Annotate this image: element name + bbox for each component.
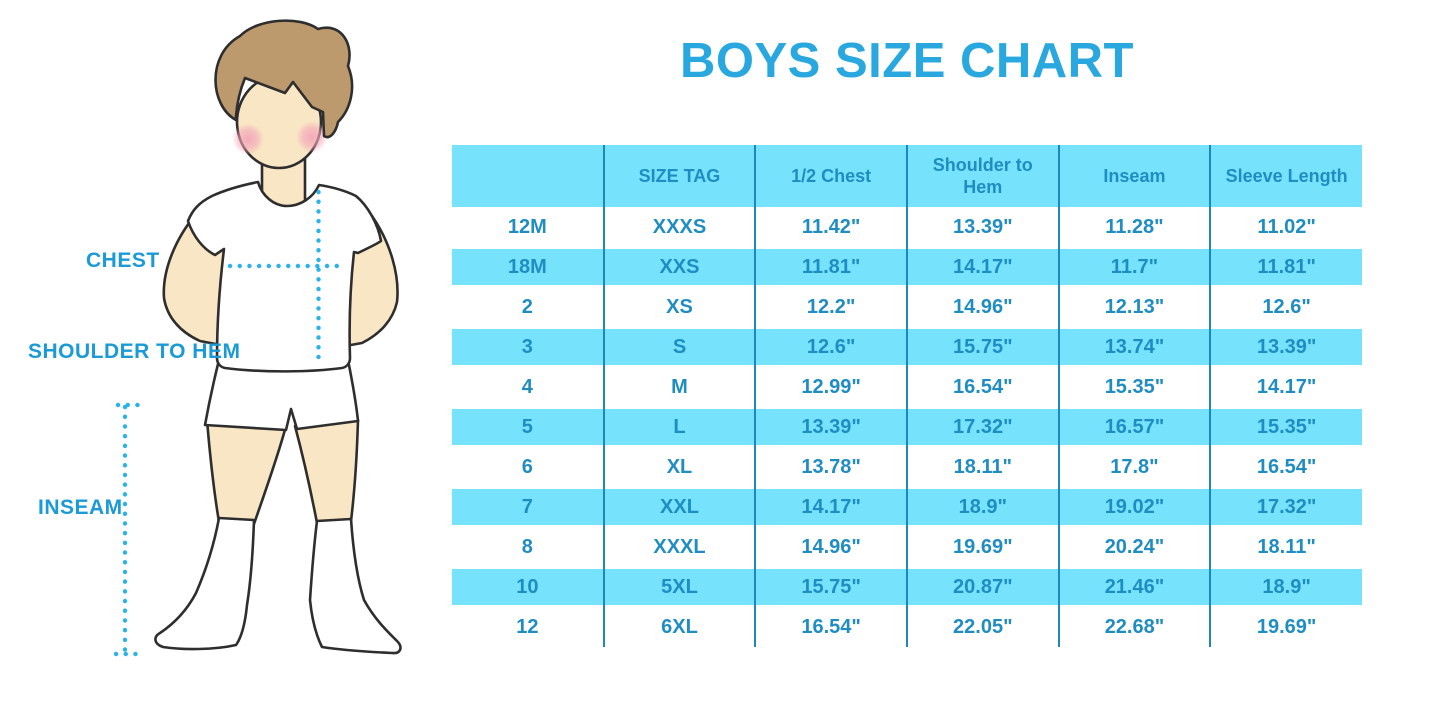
column-header bbox=[452, 145, 605, 207]
size-name-cell: 18M bbox=[452, 247, 605, 287]
size-row: 4 M 12.99" 16.54" 15.35" 14.17" bbox=[452, 367, 1362, 407]
size-name-cell: 12M bbox=[452, 207, 605, 247]
size-row: 18M XXS 11.81" 14.17" 11.7" 11.81" bbox=[452, 247, 1362, 287]
boy-right-leg bbox=[293, 418, 360, 525]
measurement-cell: 14.17" bbox=[1256, 375, 1317, 398]
measurement-cell: 18.9" bbox=[1210, 567, 1362, 607]
measurement-cell: 17.32" bbox=[906, 407, 1060, 447]
measurement-cell: 20.24" bbox=[1058, 527, 1212, 567]
measurement-cell: 13.78" bbox=[755, 447, 908, 487]
column-header: Shoulder to Hem bbox=[906, 145, 1060, 207]
measurement-cell: 13.39" bbox=[755, 407, 908, 447]
measurement-cell: XXXS bbox=[603, 207, 757, 247]
boy-right-cheek bbox=[296, 121, 328, 153]
measurement-cell: 13.74" bbox=[1058, 327, 1212, 367]
size-row: 6 XL 13.78" 18.11" 17.8" 16.54" bbox=[452, 447, 1362, 487]
inseam-label: INSEAM bbox=[38, 496, 123, 519]
column-header: 1/2 Chest bbox=[755, 145, 908, 207]
size-row: 7 XXL 14.17" 18.9" 19.02" 17.32" bbox=[452, 487, 1362, 527]
boy-hair bbox=[214, 19, 354, 139]
page-title: BOYS SIZE CHART bbox=[680, 34, 1134, 88]
measurement-cell: 15.75" bbox=[906, 327, 1060, 367]
size-name-cell: 10 bbox=[452, 567, 605, 607]
measurement-cell: 11.81" bbox=[1210, 247, 1362, 287]
measurement-cell: 12.99" bbox=[755, 367, 908, 407]
size-row: 2 XS 12.2" 14.96" 12.13" 12.6" bbox=[452, 287, 1362, 327]
measurement-cell: 11.42" bbox=[755, 207, 908, 247]
size-name-cell: 6 bbox=[452, 447, 605, 487]
measurement-cell: 11.81" bbox=[755, 247, 908, 287]
measurement-cell: 12.13" bbox=[1058, 287, 1212, 327]
chest-label: CHEST bbox=[86, 249, 160, 272]
measurement-cell: 19.69" bbox=[906, 527, 1060, 567]
column-header: Sleeve Length bbox=[1210, 145, 1362, 207]
measurement-cell: 22.05" bbox=[906, 607, 1060, 647]
measurement-cell: 11.28" bbox=[1058, 207, 1212, 247]
measurement-cell: 12.6" bbox=[1262, 295, 1311, 318]
size-name-cell: 4 bbox=[452, 367, 605, 407]
measurement-cell: 14.17" bbox=[755, 487, 908, 527]
boy-left-leg bbox=[205, 418, 288, 526]
measurement-cell: 18.9" bbox=[906, 487, 1060, 527]
size-row: 8 XXXL 14.96" 19.69" 20.24" 18.11" bbox=[452, 527, 1362, 567]
measurement-cell: S bbox=[603, 327, 757, 367]
boy-shorts bbox=[203, 358, 360, 432]
measurement-cell: 5XL bbox=[603, 567, 757, 607]
measurement-cell: 17.32" bbox=[1210, 487, 1362, 527]
measurement-cell: 18.11" bbox=[1257, 535, 1316, 558]
size-name-cell: 12 bbox=[452, 607, 605, 647]
measurement-cell: 16.54" bbox=[755, 607, 908, 647]
measurement-cell: 20.87" bbox=[906, 567, 1060, 607]
measurement-cell: 19.69" bbox=[1256, 615, 1317, 638]
column-header: SIZE TAG bbox=[603, 145, 757, 207]
measurement-cell: 18.11" bbox=[906, 447, 1060, 487]
measurement-cell: 13.39" bbox=[906, 207, 1060, 247]
measurement-cell: 12.2" bbox=[755, 287, 908, 327]
measurement-cell: 15.35" bbox=[1058, 367, 1212, 407]
measurement-cell: 6XL bbox=[603, 607, 757, 647]
boy-right-sock bbox=[308, 517, 402, 655]
measurement-cell: 14.17" bbox=[906, 247, 1060, 287]
size-table-header-row: SIZE TAG 1/2 Chest Shoulder to Hem Inseam Sl… bbox=[452, 145, 1362, 207]
size-name-cell: 5 bbox=[452, 407, 605, 447]
size-name-cell: 3 bbox=[452, 327, 605, 367]
measurement-cell: XXXL bbox=[603, 527, 757, 567]
measurement-cell: M bbox=[603, 367, 757, 407]
size-row: 10 5XL 15.75" 20.87" 21.46" 18.9" bbox=[452, 567, 1362, 607]
measurement-cell: 19.02" bbox=[1058, 487, 1212, 527]
measurement-cell: 11.02" bbox=[1257, 215, 1316, 238]
measurement-cell: 16.54" bbox=[1256, 455, 1317, 478]
size-row: 12M XXXS 11.42" 13.39" 11.28" 11.02" bbox=[452, 207, 1362, 247]
measurement-cell: 13.39" bbox=[1210, 327, 1362, 367]
measurement-cell: 12.6" bbox=[755, 327, 908, 367]
measurement-cell: L bbox=[603, 407, 757, 447]
measurement-cell: XS bbox=[603, 287, 757, 327]
measurement-cell: 17.8" bbox=[1058, 447, 1212, 487]
size-row: 3 S 12.6" 15.75" 13.74" 13.39" bbox=[452, 327, 1362, 367]
shoulder-to-hem-label: SHOULDER TO HEM bbox=[28, 340, 241, 363]
size-row: 12 6XL 16.54" 22.05" 22.68" 19.69" bbox=[452, 607, 1362, 647]
measurement-cell: XXL bbox=[603, 487, 757, 527]
measurement-cell: 14.96" bbox=[755, 527, 908, 567]
measurement-cell: 21.46" bbox=[1058, 567, 1212, 607]
boy-left-cheek bbox=[232, 123, 264, 155]
measurement-cell: 11.7" bbox=[1058, 247, 1212, 287]
size-name-cell: 8 bbox=[452, 527, 605, 567]
measurement-cell: XXS bbox=[603, 247, 757, 287]
boy-measurement-illustration bbox=[113, 19, 402, 657]
boy-left-sock bbox=[154, 516, 256, 651]
measurement-cell: XL bbox=[603, 447, 757, 487]
size-row: 5 L 13.39" 17.32" 16.57" 15.35" bbox=[452, 407, 1362, 447]
boy-tshirt bbox=[186, 180, 383, 373]
measurement-cell: 15.75" bbox=[755, 567, 908, 607]
measurement-cell: 14.96" bbox=[906, 287, 1060, 327]
column-header: Inseam bbox=[1058, 145, 1212, 207]
size-name-cell: 7 bbox=[452, 487, 605, 527]
size-name-cell: 2 bbox=[452, 287, 605, 327]
measurement-cell: 16.54" bbox=[906, 367, 1060, 407]
measurement-cell: 22.68" bbox=[1058, 607, 1212, 647]
measurement-cell: 16.57" bbox=[1058, 407, 1212, 447]
measurement-cell: 15.35" bbox=[1210, 407, 1362, 447]
boys-size-table: SIZE TAG 1/2 Chest Shoulder to Hem Inseam Sl… bbox=[452, 145, 1362, 647]
